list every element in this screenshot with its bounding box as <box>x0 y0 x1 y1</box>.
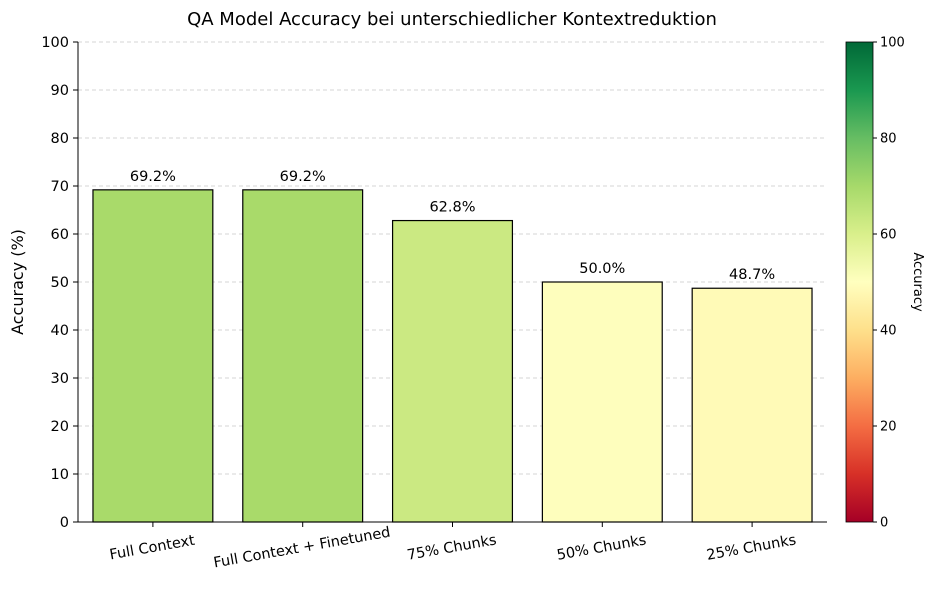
x-tick-label: Full Context + Finetuned <box>212 525 391 572</box>
y-tick-label: 80 <box>51 131 69 147</box>
y-ticks: 0 10 20 30 40 50 60 70 80 90 100 <box>41 35 78 531</box>
bar <box>92 189 214 523</box>
y-tick-label: 60 <box>51 227 69 243</box>
chart-title: QA Model Accuracy bei unterschiedlicher … <box>187 9 717 30</box>
y-axis-label: Accuracy (%) <box>8 229 27 335</box>
y-tick-label: 90 <box>51 83 69 99</box>
colorbar-tick-label: 100 <box>880 36 905 51</box>
x-tick-label: 25% Chunks <box>705 532 797 563</box>
colorbar <box>845 41 874 523</box>
bar <box>391 219 514 523</box>
data-label: 48.7% <box>729 267 775 283</box>
bars <box>92 189 813 523</box>
bar <box>691 287 813 523</box>
data-label: 69.2% <box>130 169 176 185</box>
data-label: 69.2% <box>280 169 326 185</box>
data-label: 50.0% <box>579 261 625 277</box>
y-tick-label: 30 <box>51 371 69 387</box>
x-ticks: Full Context Full Context + Finetuned 75% … <box>108 522 797 571</box>
colorbar-label: Accuracy <box>910 252 925 312</box>
colorbar-tick-label: 80 <box>880 132 897 147</box>
bar <box>242 189 364 523</box>
y-tick-label: 50 <box>51 275 69 291</box>
colorbar-tick-label: 0 <box>880 516 888 531</box>
x-tick-label: 75% Chunks <box>406 532 498 563</box>
colorbar-tick-label: 60 <box>880 228 897 243</box>
y-tick-label: 40 <box>51 323 69 339</box>
bar <box>541 281 663 523</box>
y-tick-label: 10 <box>51 467 69 483</box>
data-label: 62.8% <box>429 200 475 216</box>
x-tick-label: Full Context <box>108 533 196 564</box>
colorbar-ticks: 0 20 40 60 80 100 <box>873 36 905 531</box>
x-tick-label: 50% Chunks <box>556 532 648 563</box>
colorbar-bar <box>845 41 874 523</box>
colorbar-tick-label: 40 <box>880 324 897 339</box>
y-tick-label: 70 <box>51 179 69 195</box>
colorbar-tick-label: 20 <box>880 420 897 435</box>
y-tick-label: 20 <box>51 419 69 435</box>
data-labels: 69.2% 69.2% 62.8% 50.0% 48.7% <box>130 169 775 283</box>
y-tick-label: 100 <box>41 35 69 51</box>
y-tick-label: 0 <box>60 515 69 531</box>
